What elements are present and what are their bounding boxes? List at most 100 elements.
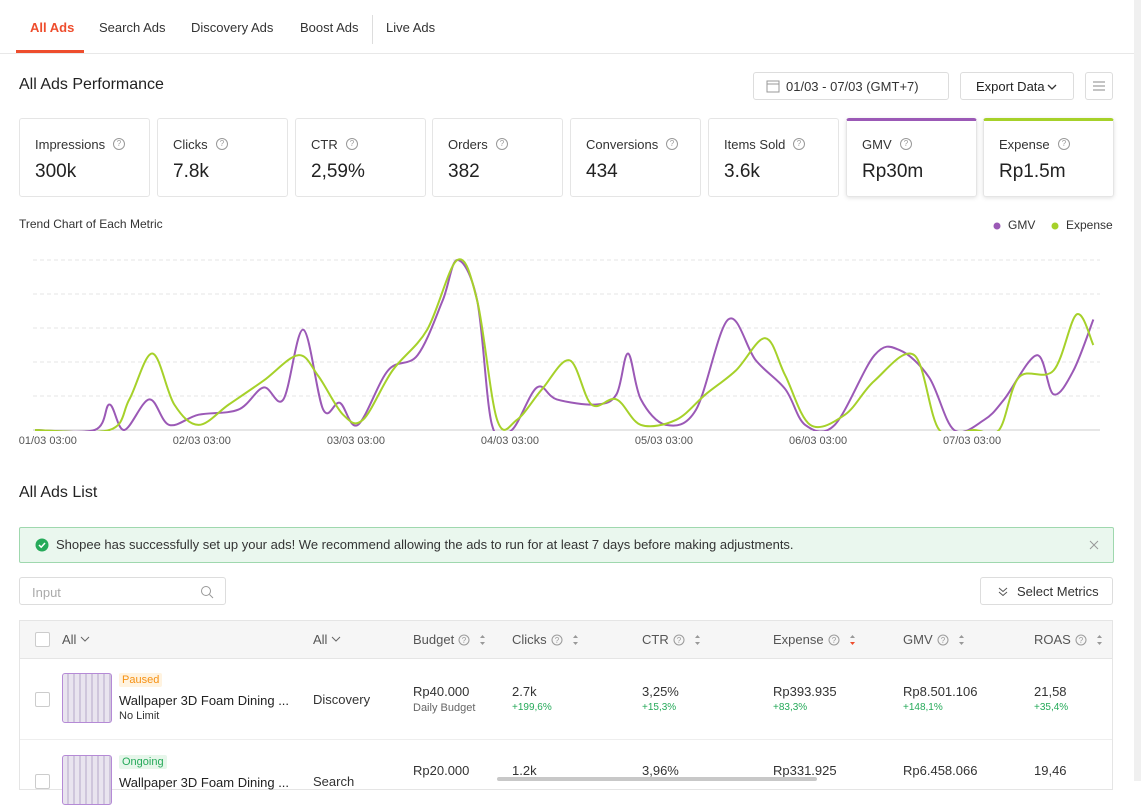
legend-label: Expense [1066, 218, 1113, 232]
cell-clicks: 1.2k [512, 763, 537, 778]
column-header[interactable]: All [62, 632, 77, 647]
menu-button[interactable] [1085, 72, 1113, 100]
select-all-checkbox[interactable] [35, 632, 50, 647]
metric-card[interactable]: Impressions? 300k [19, 118, 150, 197]
date-picker[interactable]: 01/03 - 07/03 (GMT+7) [753, 72, 949, 100]
section-title: All Ads Performance [19, 76, 164, 93]
help-icon[interactable]: ? [900, 138, 912, 150]
cell-clicks: 2.7k [512, 684, 537, 699]
cell-roas: 19,46 [1034, 763, 1067, 778]
column-header[interactable]: All [313, 632, 328, 647]
metric-label: Items Sold [724, 137, 786, 152]
legend-label: GMV [1008, 218, 1035, 232]
export-button[interactable]: Export Data [960, 72, 1074, 100]
column-header[interactable]: CTR [642, 632, 669, 647]
x-tick-label: 01/03 03:00 [19, 435, 77, 447]
help-icon[interactable]: ? [113, 138, 125, 150]
sort-icon[interactable]: ? [551, 634, 587, 646]
section-title: All Ads List [19, 484, 98, 501]
metric-card[interactable]: Orders? 382 [432, 118, 563, 197]
column-header[interactable]: ROAS [1034, 632, 1071, 647]
grid [33, 259, 1100, 397]
metric-card[interactable]: GMV? Rp30m [846, 118, 977, 197]
cell-gmv-change: +148,1% [903, 702, 943, 713]
metric-value: 2,59% [311, 161, 365, 182]
row-divider [20, 739, 1112, 740]
sort-icon[interactable]: ? [937, 634, 973, 646]
metric-card[interactable]: Conversions? 434 [570, 118, 701, 197]
chevron-icon [998, 587, 1008, 597]
svg-text:?: ? [832, 636, 837, 645]
chart-title: Trend Chart of Each Metric [19, 217, 163, 231]
cell-budget: Rp40.000 [413, 684, 470, 699]
row-checkbox[interactable] [35, 692, 50, 707]
cell-roas-change: +35,4% [1034, 702, 1069, 713]
status-badge: Paused [119, 673, 163, 687]
tab[interactable]: Live Ads [386, 20, 436, 35]
active-tab-underline [16, 50, 84, 53]
x-tick-label: 07/03 03:00 [943, 435, 1001, 447]
sort-icon[interactable]: ? [1075, 634, 1111, 646]
dropdown-icon[interactable] [331, 634, 341, 646]
column-header[interactable]: GMV [903, 632, 933, 647]
ad-name: Wallpaper 3D Foam Dining ... [119, 693, 290, 708]
help-icon[interactable]: ? [1058, 138, 1070, 150]
close-icon[interactable] [1089, 540, 1099, 550]
select-metrics-button[interactable]: Select Metrics [980, 577, 1113, 605]
cell-budget: Rp20.000 [413, 763, 470, 778]
column-header[interactable]: Expense [773, 632, 824, 647]
row-checkbox[interactable] [35, 774, 50, 789]
x-tick-label: 02/03 03:00 [173, 435, 231, 447]
metric-card[interactable]: Items Sold? 3.6k [708, 118, 839, 197]
select-metrics-label: Select Metrics [1017, 584, 1099, 599]
column-header[interactable]: Budget [413, 632, 455, 647]
status-badge: Ongoing [119, 755, 167, 769]
metric-card[interactable]: Expense? Rp1.5m [983, 118, 1114, 197]
help-icon[interactable]: ? [793, 138, 805, 150]
tab[interactable]: Boost Ads [300, 20, 359, 35]
cell-ctr-change: +15,3% [642, 702, 677, 713]
svg-text:?: ? [941, 636, 946, 645]
tab[interactable]: Discovery Ads [191, 20, 274, 35]
tab[interactable]: Search Ads [99, 20, 166, 35]
metric-card[interactable]: CTR? 2,59% [295, 118, 426, 197]
dropdown-icon[interactable] [80, 634, 90, 646]
sort-icon[interactable]: ? [828, 634, 864, 646]
metric-label: GMV [862, 137, 892, 152]
product-thumbnail [62, 755, 112, 805]
cell-expense: Rp393.935 [773, 684, 837, 699]
series-line [34, 258, 1095, 431]
calendar-icon [766, 80, 780, 93]
column-header[interactable]: Clicks [512, 632, 547, 647]
cell-gmv: Rp6.458.066 [903, 763, 978, 778]
metric-value: 382 [448, 161, 480, 182]
metric-label: Impressions [35, 137, 106, 152]
notice-banner: Shopee has successfully set up your ads!… [19, 527, 1114, 563]
sort-icon[interactable]: ? [673, 634, 709, 646]
trend-chart: Trend Chart of Each Metric 01/03 03:00 02… [19, 217, 1113, 447]
cell-type: Search [313, 774, 355, 789]
help-icon[interactable]: ? [216, 138, 228, 150]
metric-value: 7.8k [173, 161, 209, 182]
search-input[interactable]: Input [19, 577, 226, 605]
metric-card[interactable]: Clicks? 7.8k [157, 118, 288, 197]
help-icon[interactable]: ? [346, 138, 358, 150]
tab[interactable]: All Ads [30, 20, 75, 35]
cell-budget-note: Daily Budget [413, 702, 476, 714]
cell-gmv: Rp8.501.106 [903, 684, 978, 699]
product-thumbnail [62, 673, 112, 723]
svg-text:?: ? [555, 636, 560, 645]
metric-label: Orders [448, 137, 488, 152]
table-header [20, 621, 1112, 659]
help-icon[interactable]: ? [666, 138, 678, 150]
svg-text:?: ? [677, 636, 682, 645]
sort-icon[interactable]: ? [458, 634, 494, 646]
tab-bar [0, 0, 1134, 54]
metric-value: 434 [586, 161, 618, 182]
help-icon[interactable]: ? [496, 138, 508, 150]
metric-label: CTR [311, 137, 338, 152]
cell-clicks-change: +199,6% [512, 702, 552, 713]
metric-label: Expense [999, 137, 1050, 152]
cell-ctr: 3,25% [642, 684, 679, 699]
